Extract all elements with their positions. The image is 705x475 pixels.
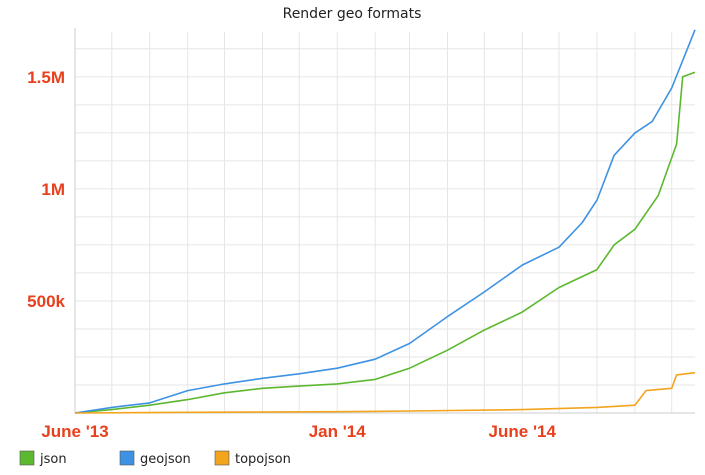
y-tick-labels: 500k 1M 1.5M	[26, 66, 67, 312]
chart-title: Render geo formats	[283, 6, 422, 22]
y-tick-label: 1M	[41, 180, 65, 199]
legend: json geojson topojson	[19, 450, 291, 467]
series-line-json	[74, 71, 696, 414]
x-tick-labels: June '13 Jan '14 June '14	[40, 421, 558, 443]
legend-label-json: json	[39, 452, 67, 467]
legend-swatch-json	[19, 450, 35, 466]
legend-label-geojson: geojson	[140, 452, 191, 467]
x-tick-label: Jan '14	[309, 422, 367, 441]
y-tick-label: 1.5M	[27, 68, 65, 87]
series-line-geojson	[74, 29, 696, 414]
series-line-topojson	[74, 371, 696, 414]
x-tick-label: June '13	[41, 422, 108, 441]
legend-swatch-topojson	[214, 450, 230, 466]
x-tick-label: June '14	[489, 422, 557, 441]
grid	[75, 32, 695, 413]
y-tick-label: 500k	[27, 292, 65, 311]
legend-swatch-geojson	[119, 450, 135, 466]
legend-label-topojson: topojson	[235, 452, 291, 467]
series-lines	[74, 29, 696, 414]
